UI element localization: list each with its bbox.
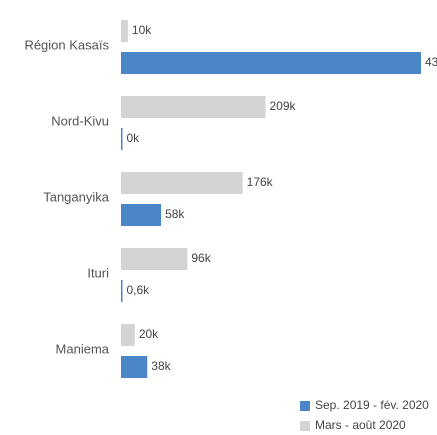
value-label: 38k bbox=[151, 359, 171, 373]
bar bbox=[121, 128, 123, 150]
legend-label: Sep. 2019 - fév. 2020 bbox=[315, 398, 429, 412]
value-label: 10k bbox=[132, 23, 152, 37]
value-label: 96k bbox=[191, 251, 211, 265]
category-label: Région Kasaïs bbox=[24, 37, 109, 52]
value-label: 209k bbox=[269, 99, 296, 113]
legend-label: Mars - août 2020 bbox=[315, 418, 406, 432]
category-label: Ituri bbox=[87, 265, 109, 280]
bar bbox=[121, 52, 421, 74]
category-label: Maniema bbox=[56, 341, 110, 356]
value-label: 176k bbox=[247, 175, 274, 189]
bar bbox=[121, 172, 243, 194]
value-label: 0,6k bbox=[127, 283, 151, 297]
value-label: 20k bbox=[139, 327, 159, 341]
category-label: Tanganyika bbox=[43, 189, 110, 204]
category-label: Nord-Kivu bbox=[51, 113, 109, 128]
legend-swatch bbox=[300, 421, 310, 431]
bar bbox=[121, 204, 162, 226]
bar bbox=[121, 324, 135, 346]
value-label: 58k bbox=[165, 207, 185, 221]
value-label: 0k bbox=[127, 131, 141, 145]
legend-swatch bbox=[300, 401, 310, 411]
value-label: 434k bbox=[425, 55, 437, 69]
bar bbox=[121, 96, 266, 118]
bar bbox=[121, 248, 188, 270]
bar bbox=[121, 280, 123, 302]
bar bbox=[121, 20, 128, 42]
bar bbox=[121, 356, 148, 378]
